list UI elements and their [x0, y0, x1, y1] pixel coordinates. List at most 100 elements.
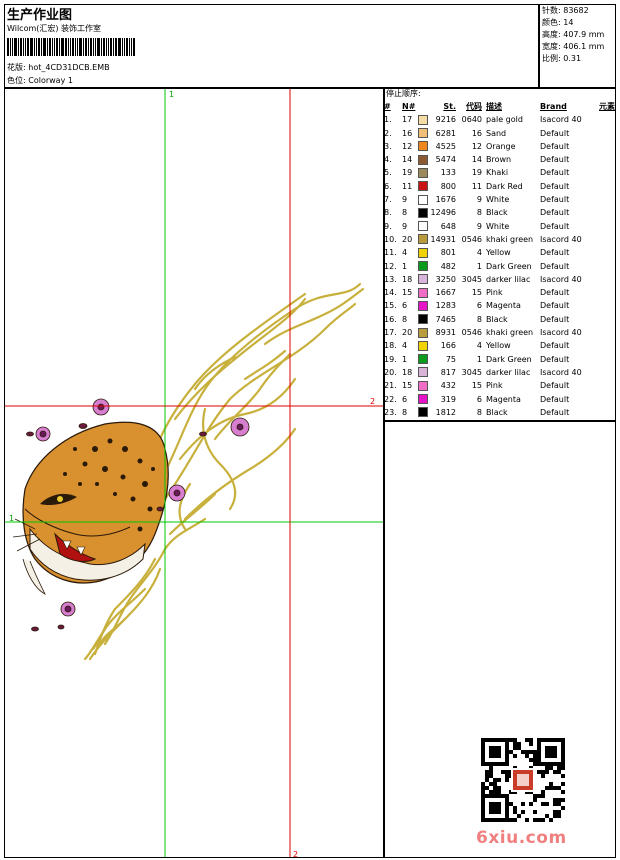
thread-idx: 2. [384, 128, 392, 138]
thread-idx: 20. [384, 367, 397, 377]
design-canvas: 1 1 2 2 [5, 89, 383, 857]
thread-elem [586, 273, 615, 286]
flame-artwork [83, 282, 365, 661]
thread-idx: 21. [384, 381, 397, 391]
thread-brand: Default [540, 168, 570, 178]
thread-swatch [418, 326, 430, 339]
thread-elem [586, 313, 615, 326]
thread-swatch [418, 220, 430, 233]
thread-row: 17. 20 8931 0546 khaki green Isacord 40 [384, 326, 615, 339]
col-idx: # [384, 102, 391, 111]
color-swatch [418, 274, 428, 285]
thread-stitches: 1812 [435, 407, 456, 417]
colorway-name: Colorway 1 [28, 76, 73, 85]
thread-row: 20. 18 817 3045 darker lilac Isacord 40 [384, 366, 615, 379]
thread-code: 12 [471, 141, 482, 151]
thread-swatch [418, 273, 430, 286]
thread-needle: 9 [402, 195, 408, 205]
thread-idx: 14. [384, 288, 397, 298]
color-swatch [418, 394, 428, 405]
thread-code: 15 [471, 288, 482, 298]
thread-row: 23. 8 1812 8 Black Default [384, 406, 615, 419]
color-swatch [418, 207, 428, 218]
stats-panel [539, 4, 616, 88]
thread-brand: Default [540, 381, 570, 391]
thread-table: # N# St. 代码 描述 Brand 元素 1. 17 9216 0640 pale… [384, 100, 615, 419]
color-swatch [418, 128, 428, 139]
leopard-artwork [12, 421, 169, 595]
thread-row: 13. 18 3250 3045 darker lilac Isacord 40 [384, 273, 615, 286]
thread-brand: Default [540, 195, 570, 205]
thread-swatch [418, 339, 430, 352]
thread-row: 22. 6 319 6 Magenta Default [384, 393, 615, 406]
thread-needle: 20 [402, 234, 413, 244]
thread-stitches: 817 [440, 367, 456, 377]
thread-code: 1 [476, 261, 482, 271]
thread-brand: Isacord 40 [540, 234, 582, 244]
thread-idx: 3. [384, 141, 392, 151]
thread-code: 19 [471, 168, 482, 178]
colorway-label: 色位: [7, 76, 26, 85]
thread-idx: 18. [384, 341, 397, 351]
thread-desc: darker lilac [486, 367, 531, 377]
thread-idx: 1. [384, 115, 392, 125]
thread-desc: White [486, 195, 510, 205]
thread-brand: Default [540, 221, 570, 231]
thread-swatch [418, 206, 430, 219]
thread-needle: 4 [402, 341, 408, 351]
thread-swatch [418, 299, 430, 312]
thread-idx: 13. [384, 274, 397, 284]
thread-desc: Brown [486, 155, 512, 165]
thread-needle: 15 [402, 288, 413, 298]
thread-desc: White [486, 221, 510, 231]
thread-brand: Default [540, 341, 570, 351]
thread-needle: 9 [402, 221, 408, 231]
thread-code: 0546 [461, 328, 482, 338]
thread-desc: Dark Red [486, 181, 523, 191]
thread-elem [586, 260, 615, 273]
thread-desc: Orange [486, 141, 516, 151]
thread-needle: 4 [402, 248, 408, 258]
thread-idx: 17. [384, 328, 397, 338]
thread-stitches: 1667 [435, 288, 456, 298]
thread-stitches: 3250 [435, 274, 456, 284]
thread-idx: 10. [384, 234, 397, 244]
color-swatch [418, 340, 428, 351]
pattern-row: 花版: hot_4CD31DCB.EMB [7, 63, 110, 73]
thread-idx: 11. [384, 248, 397, 258]
thread-needle: 14 [402, 155, 413, 165]
thread-desc: Magenta [486, 394, 521, 404]
thread-list-title: 停止顺序: [386, 89, 421, 98]
thread-idx: 15. [384, 301, 397, 311]
color-swatch [418, 141, 428, 152]
thread-stitches: 166 [440, 341, 456, 351]
thread-elem [586, 353, 615, 366]
thread-elem [586, 233, 615, 246]
stat-scale: 比例: 0.31 [542, 54, 582, 63]
thread-brand: Default [540, 128, 570, 138]
thread-row: 18. 4 166 4 Yellow Default [384, 339, 615, 352]
thread-idx: 5. [384, 168, 392, 178]
thread-idx: 12. [384, 261, 397, 271]
thread-desc: darker lilac [486, 274, 531, 284]
page-title: 生产作业图 [7, 8, 73, 23]
thread-needle: 15 [402, 381, 413, 391]
thread-swatch [418, 286, 430, 299]
thread-elem [586, 299, 615, 312]
color-swatch [418, 114, 428, 125]
thread-desc: khaki green [486, 234, 534, 244]
thread-swatch [418, 393, 430, 406]
thread-idx: 9. [384, 221, 392, 231]
thread-swatch [418, 246, 430, 259]
thread-idx: 23. [384, 407, 397, 417]
thread-needle: 1 [402, 354, 408, 364]
thread-swatch [418, 153, 430, 166]
thread-row: 21. 15 432 15 Pink Default [384, 379, 615, 392]
thread-swatch [418, 180, 430, 193]
thread-elem [586, 206, 615, 219]
pattern-label: 花版: [7, 63, 26, 72]
thread-desc: Dark Green [486, 261, 532, 271]
thread-table-body: 1. 17 9216 0640 pale gold Isacord 40 2. 16 6281 1… [384, 113, 615, 419]
thread-stitches: 7465 [435, 314, 456, 324]
flower-artwork [26, 398, 250, 632]
